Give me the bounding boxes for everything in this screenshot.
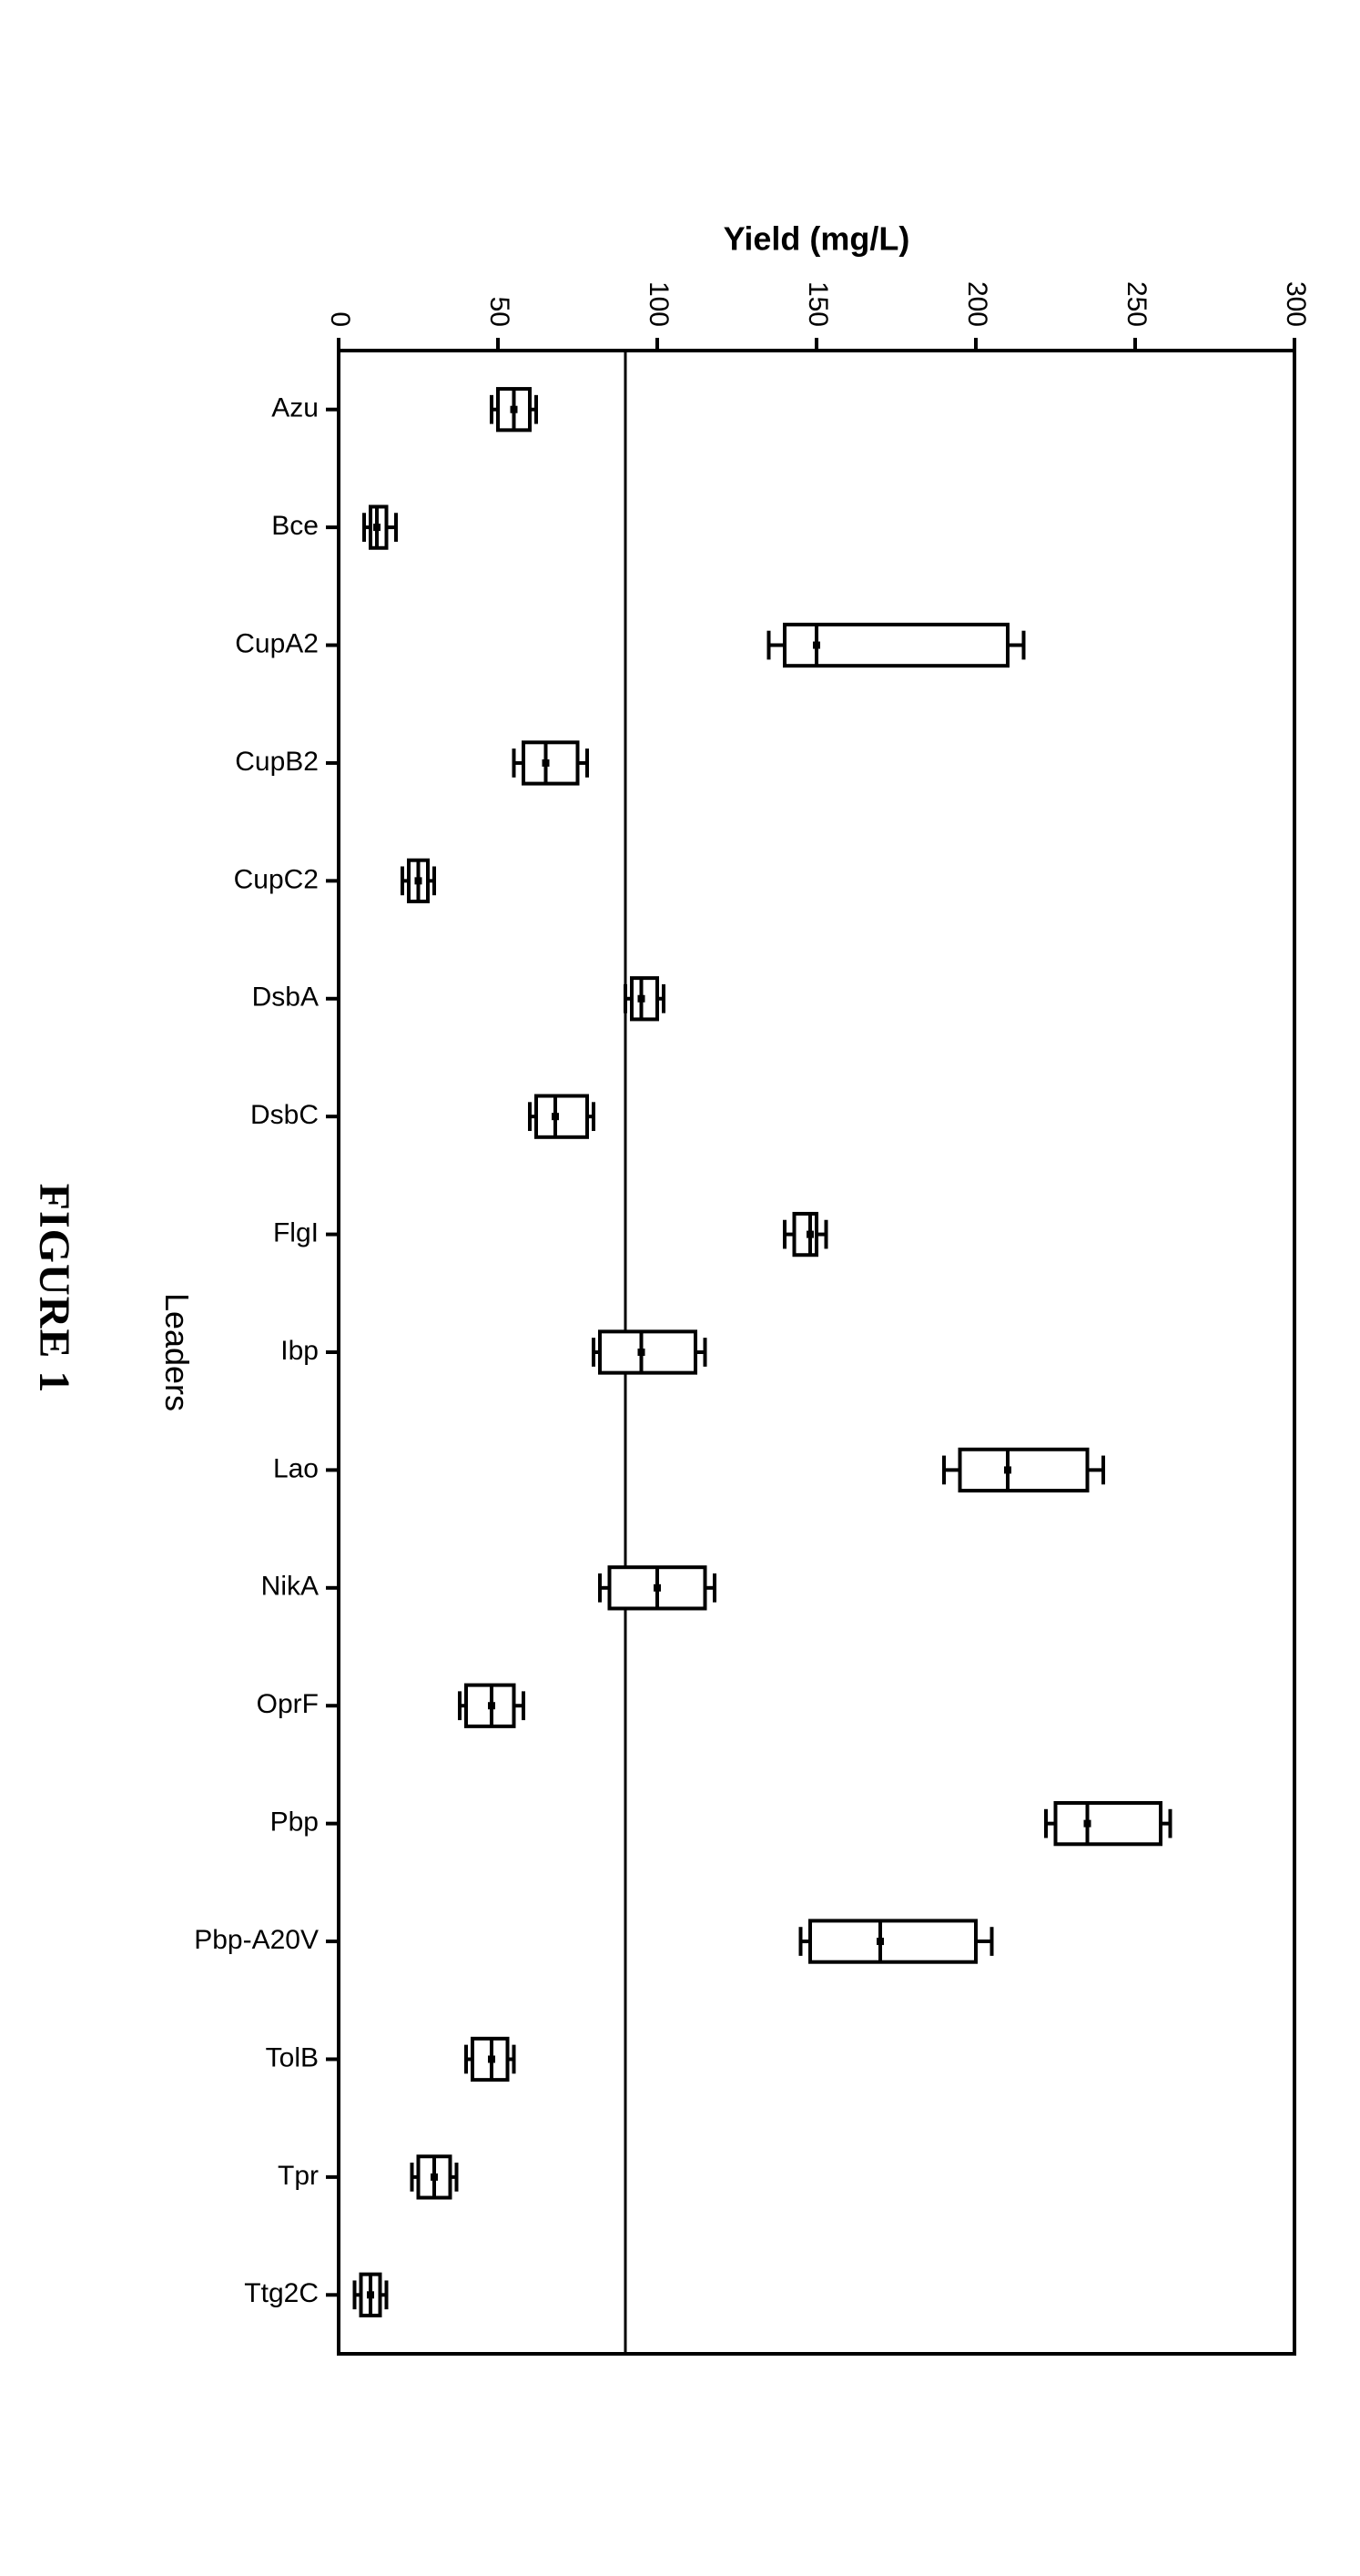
svg-text:CupA2: CupA2 — [235, 628, 319, 658]
figure-caption: FIGURE 1 — [29, 187, 79, 2390]
svg-text:CupB2: CupB2 — [235, 746, 319, 776]
svg-text:200: 200 — [962, 280, 992, 326]
svg-text:OprF: OprF — [257, 1689, 319, 1719]
svg-text:DsbA: DsbA — [252, 982, 319, 1012]
svg-text:Pbp-A20V: Pbp-A20V — [194, 1924, 319, 1954]
svg-text:Yield (mg/L): Yield (mg/L) — [724, 219, 910, 257]
svg-text:300: 300 — [1281, 280, 1311, 326]
svg-text:Tpr: Tpr — [278, 2160, 319, 2190]
svg-text:Leaders: Leaders — [158, 1292, 196, 1410]
svg-text:CupC2: CupC2 — [234, 864, 319, 894]
svg-text:Azu: Azu — [271, 392, 319, 423]
svg-text:0: 0 — [325, 311, 355, 327]
svg-text:FlgI: FlgI — [273, 1217, 319, 1247]
svg-text:DsbC: DsbC — [250, 1100, 319, 1130]
svg-text:NikA: NikA — [261, 1571, 319, 1601]
svg-text:250: 250 — [1121, 280, 1152, 326]
svg-text:150: 150 — [803, 280, 833, 326]
svg-text:100: 100 — [644, 280, 674, 326]
svg-text:Pbp: Pbp — [270, 1807, 319, 1837]
svg-text:Ttg2C: Ttg2C — [244, 2278, 319, 2308]
svg-text:50: 50 — [484, 296, 514, 326]
page: 0 50 100 150 200 250 300 Azu Bce CupA2 CupB2 CupC2 D… — [0, 0, 1360, 2576]
chart-container: 0 50 100 150 200 250 300 Azu Bce CupA2 CupB2 CupC2 D… — [29, 187, 1331, 2390]
svg-text:Lao: Lao — [273, 1453, 319, 1483]
svg-text:Ibp: Ibp — [280, 1335, 319, 1365]
boxplot-chart: 0 50 100 150 200 250 300 Azu Bce CupA2 CupB2 CupC2 D… — [138, 187, 1331, 2390]
svg-text:Bce: Bce — [271, 511, 319, 541]
svg-text:TolB: TolB — [266, 2042, 319, 2072]
